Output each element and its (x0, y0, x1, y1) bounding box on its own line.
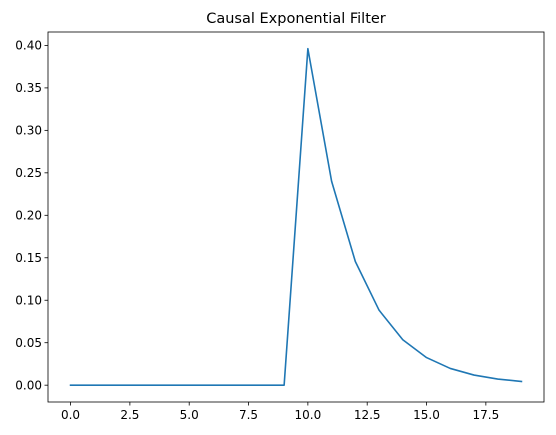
y-tick-label: 0.20 (15, 209, 42, 223)
x-tick-label: 12.5 (354, 408, 381, 422)
y-tick-label: 0.15 (15, 251, 42, 265)
x-tick-label: 17.5 (472, 408, 499, 422)
x-tick-label: 2.5 (120, 408, 139, 422)
plot-area: 0.0 2.5 5.0 7.5 10.0 12.5 15.0 17.5 0.00 0.05 0.10… (15, 31, 545, 422)
y-tick-label: 0.05 (15, 336, 42, 350)
y-tick-label: 0.10 (15, 293, 42, 307)
x-tick-label: 15.0 (413, 408, 440, 422)
x-tick-label: 7.5 (239, 408, 258, 422)
y-tick-label: 0.40 (15, 39, 42, 53)
series-line-0 (69, 47, 523, 386)
y-tick-label: 0.00 (15, 378, 42, 392)
axes-frame (47, 31, 545, 403)
x-tick-label: 10.0 (295, 408, 322, 422)
x-tick-label: 0.0 (61, 408, 80, 422)
y-tick-label: 0.25 (15, 166, 42, 180)
y-tick-label: 0.35 (15, 81, 42, 95)
y-tick-label: 0.30 (15, 124, 42, 138)
x-tick-label: 5.0 (180, 408, 199, 422)
chart-title: Causal Exponential Filter (206, 11, 386, 27)
